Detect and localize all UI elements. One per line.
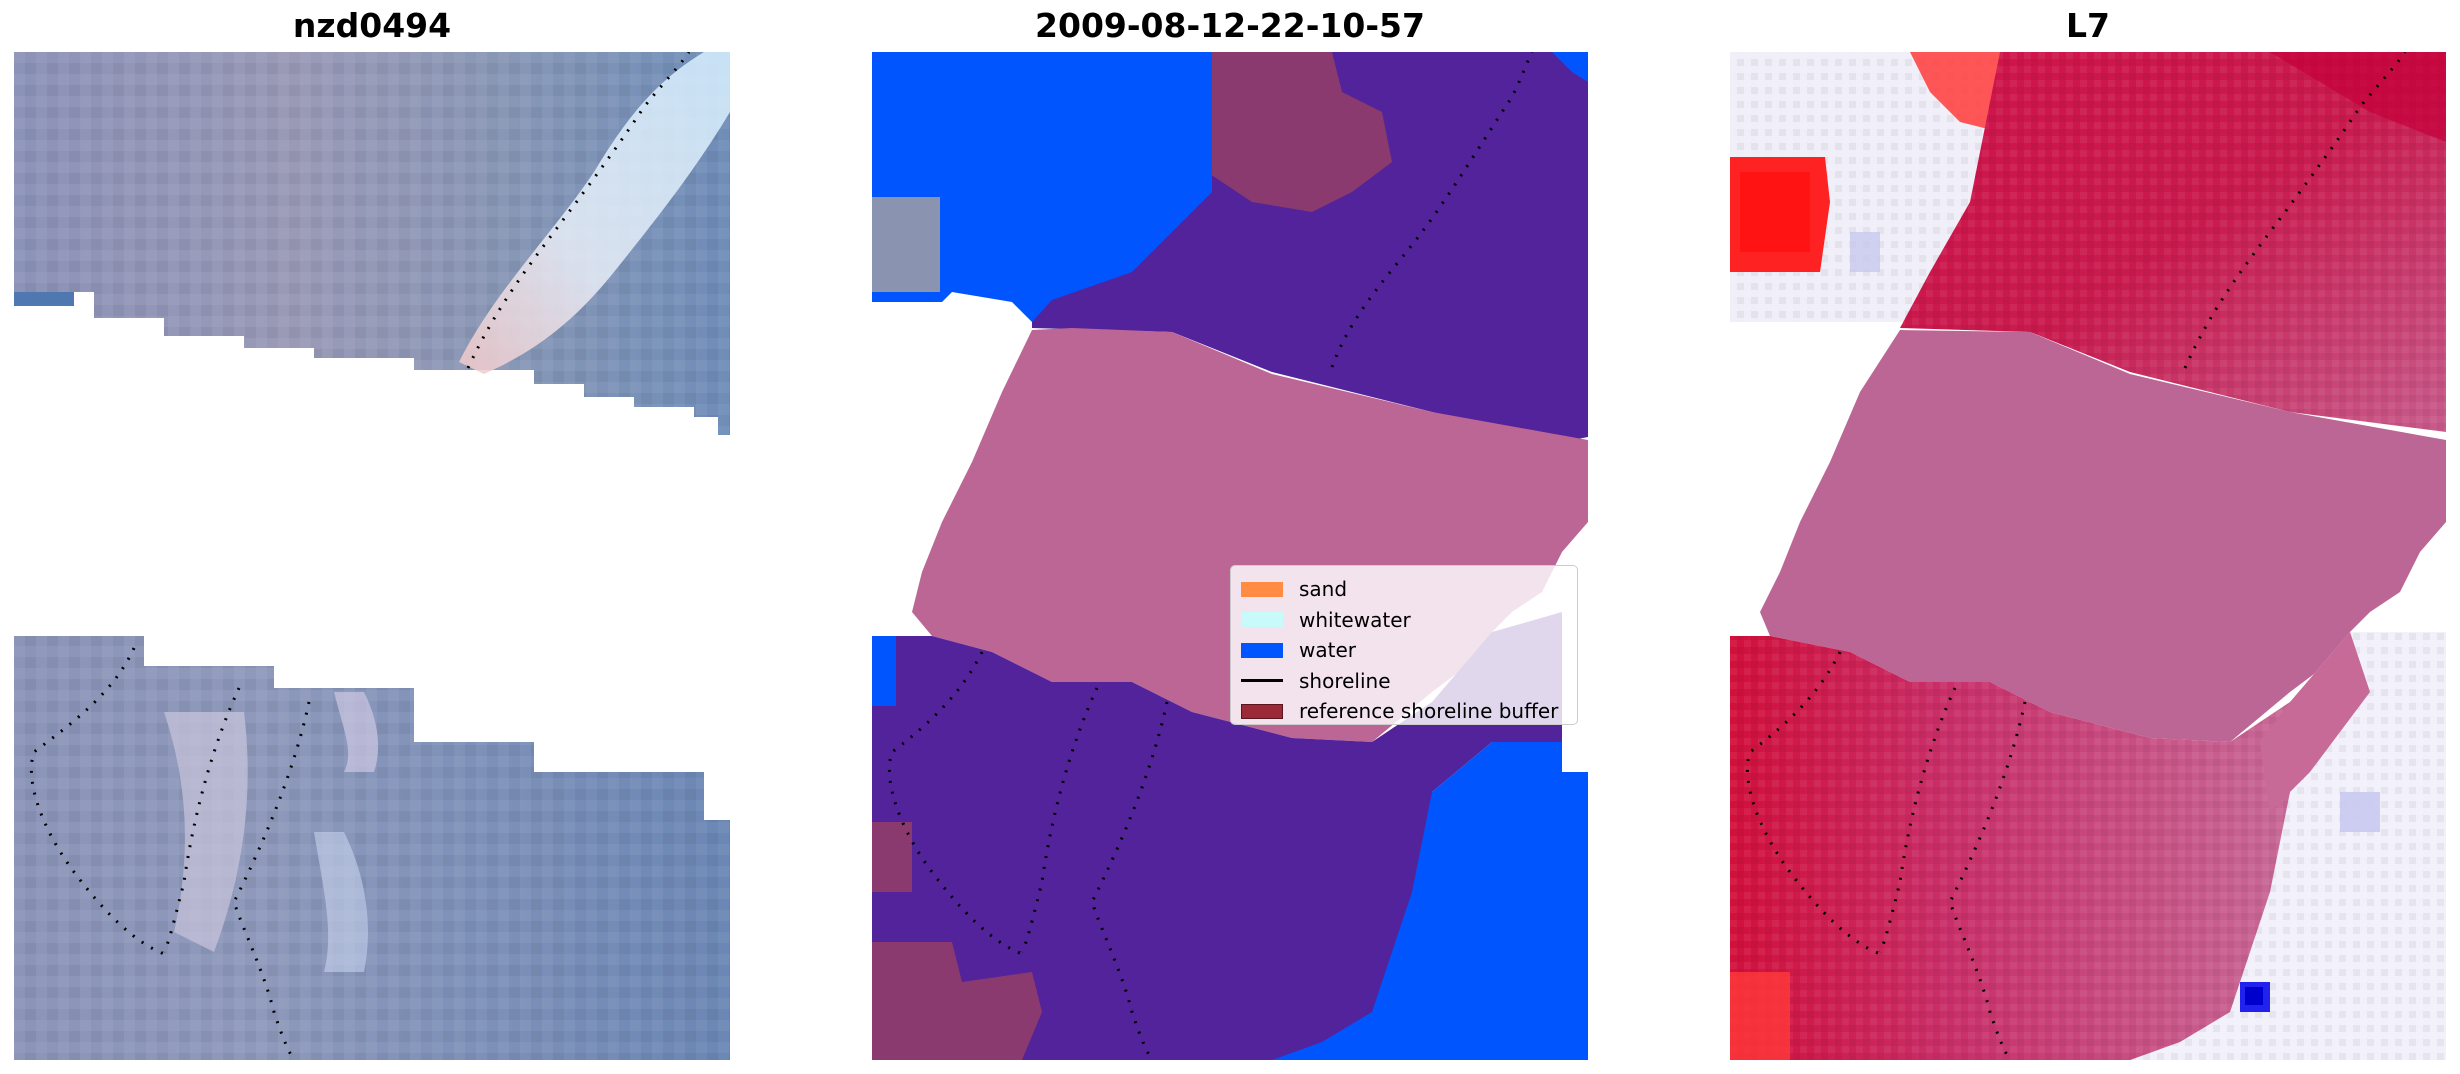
panel-title-middle: 2009-08-12-22-10-57: [1035, 6, 1425, 45]
legend-swatch-buffer: [1241, 703, 1283, 719]
classified-image: [872, 52, 1588, 1060]
legend-item-whitewater: whitewater: [1241, 605, 1567, 636]
panel-title-right: L7: [2066, 6, 2110, 45]
legend-item-reference-shoreline-buffer: reference shoreline buffer: [1241, 696, 1567, 727]
legend-item-sand: sand: [1241, 574, 1567, 605]
legend-label: sand: [1299, 577, 1348, 602]
legend-label: whitewater: [1299, 607, 1411, 632]
legend-label: water: [1299, 638, 1356, 663]
index-heatmap: [1730, 52, 2446, 1060]
legend-label: reference shoreline buffer: [1299, 699, 1559, 724]
legend: sand whitewater water shoreline referenc…: [1230, 565, 1578, 725]
legend-swatch-water: [1241, 642, 1283, 658]
heatmap-canvas: [1730, 52, 2446, 1060]
panel-title-left: nzd0494: [292, 6, 452, 45]
legend-line-shoreline: [1241, 679, 1283, 683]
rgb-satellite-image: [14, 52, 730, 1060]
legend-item-shoreline: shoreline: [1241, 666, 1567, 697]
legend-label: shoreline: [1299, 668, 1391, 693]
classified-image-canvas: [872, 52, 1588, 1060]
legend-swatch-whitewater: [1241, 612, 1283, 628]
rgb-image-canvas: [14, 52, 730, 1060]
legend-swatch-sand: [1241, 581, 1283, 597]
legend-item-water: water: [1241, 635, 1567, 666]
